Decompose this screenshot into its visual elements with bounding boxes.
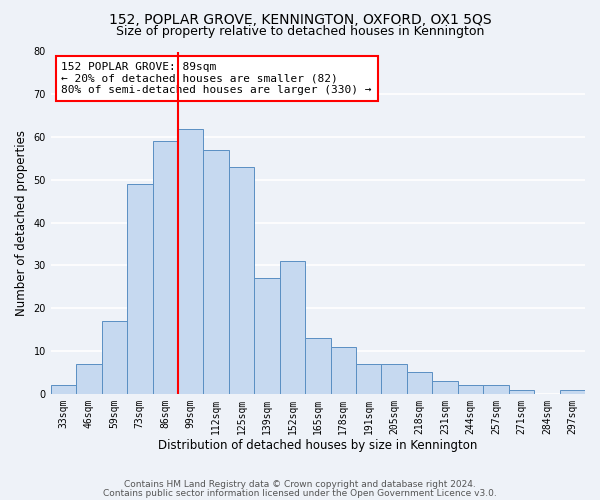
Bar: [483, 386, 509, 394]
Bar: [51, 386, 76, 394]
Bar: [331, 347, 356, 394]
Y-axis label: Number of detached properties: Number of detached properties: [15, 130, 28, 316]
Bar: [203, 150, 229, 394]
Bar: [458, 386, 483, 394]
Bar: [356, 364, 382, 394]
Text: Contains public sector information licensed under the Open Government Licence v3: Contains public sector information licen…: [103, 489, 497, 498]
Bar: [254, 278, 280, 394]
Bar: [509, 390, 534, 394]
Bar: [76, 364, 101, 394]
Bar: [305, 338, 331, 394]
Text: Contains HM Land Registry data © Crown copyright and database right 2024.: Contains HM Land Registry data © Crown c…: [124, 480, 476, 489]
Bar: [433, 381, 458, 394]
X-axis label: Distribution of detached houses by size in Kennington: Distribution of detached houses by size …: [158, 440, 478, 452]
Bar: [280, 261, 305, 394]
Bar: [101, 321, 127, 394]
Bar: [560, 390, 585, 394]
Bar: [229, 167, 254, 394]
Bar: [382, 364, 407, 394]
Bar: [127, 184, 152, 394]
Bar: [407, 372, 433, 394]
Text: 152, POPLAR GROVE, KENNINGTON, OXFORD, OX1 5QS: 152, POPLAR GROVE, KENNINGTON, OXFORD, O…: [109, 12, 491, 26]
Bar: [178, 128, 203, 394]
Bar: [152, 142, 178, 394]
Text: Size of property relative to detached houses in Kennington: Size of property relative to detached ho…: [116, 25, 484, 38]
Text: 152 POPLAR GROVE: 89sqm
← 20% of detached houses are smaller (82)
80% of semi-de: 152 POPLAR GROVE: 89sqm ← 20% of detache…: [61, 62, 372, 95]
